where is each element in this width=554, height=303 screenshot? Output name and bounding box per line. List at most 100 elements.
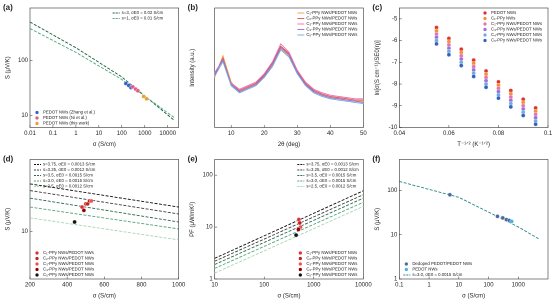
x-tick-label: 100 bbox=[259, 283, 270, 289]
data-point bbox=[459, 63, 464, 68]
legend-label: C₃-PPy NWs/PEDOT NWs bbox=[43, 261, 94, 266]
x-tick-label: 0.04 bbox=[393, 131, 405, 137]
x-tick-label: 10 bbox=[455, 283, 462, 289]
legend-label: C₁-PPy NWs/PEDOT NWs bbox=[43, 250, 94, 255]
legend-marker bbox=[298, 256, 302, 261]
y-tick-label: -5 bbox=[392, 16, 398, 22]
data-point bbox=[297, 220, 302, 226]
panel-label: (d) bbox=[3, 155, 14, 164]
legend-label: C₅-PPy NWs/PEDOT NWs bbox=[491, 38, 542, 43]
x-axis-label: 2θ (deg) bbox=[278, 142, 300, 148]
y-tick-label: -10 bbox=[389, 125, 398, 131]
x-tick-label: 400 bbox=[62, 283, 73, 289]
series-line bbox=[214, 43, 364, 100]
legend-label: C₂-PPy NWs/PEDOT NWs bbox=[491, 21, 542, 26]
y-tick-label: 10 bbox=[391, 232, 398, 238]
legend-label: C₃-PPy NWs/PEDOT NWs bbox=[306, 261, 357, 266]
legend-marker bbox=[35, 110, 39, 115]
legend-marker bbox=[404, 262, 408, 266]
data-point bbox=[135, 88, 141, 93]
panel-label: (e) bbox=[188, 155, 198, 164]
y-tick-label: -6 bbox=[392, 38, 398, 44]
series-line bbox=[29, 197, 179, 223]
x-tick-label: 10 bbox=[211, 283, 218, 289]
legend-label: C₁-PPy NWs/PEDOT NWs bbox=[306, 250, 357, 255]
panel-label: (b) bbox=[188, 3, 199, 12]
series-line bbox=[29, 28, 175, 119]
x-tick-label: 10000 bbox=[159, 131, 176, 137]
plot-frame bbox=[29, 7, 179, 128]
x-axis-label: σ (S/cm) bbox=[277, 294, 300, 300]
y-tick-label: 100 bbox=[387, 188, 398, 194]
y-tick-label: 10 bbox=[21, 229, 28, 235]
legend-label: PEDOT NWs (Ni et al.) bbox=[43, 115, 87, 120]
legend-label: s=3.0, σE0 = 0.0015 S/cm bbox=[43, 178, 93, 183]
data-point bbox=[72, 219, 77, 225]
legend-marker bbox=[35, 267, 39, 272]
data-point bbox=[144, 96, 149, 101]
legend-marker bbox=[483, 16, 487, 21]
legend-label: C₁-PPy NWs/PEDOT NWs bbox=[306, 10, 357, 15]
legend-label: C₅-PPy NWs/PEDOT NWs bbox=[43, 272, 94, 277]
y-axis-label: S (μV/K) bbox=[6, 208, 12, 231]
series-line bbox=[29, 190, 179, 215]
series-line bbox=[214, 197, 364, 265]
legend-label: s=3.5, σE0 = 0.0015 S/cm bbox=[306, 173, 356, 178]
data-point bbox=[81, 208, 87, 213]
series-line bbox=[214, 45, 364, 101]
legend-label: C₃-PPy NWs/PEDOT NWs bbox=[491, 27, 542, 32]
legend-marker bbox=[35, 256, 39, 261]
x-tick-label: 1 bbox=[427, 283, 431, 289]
x-tick-label: 10 bbox=[228, 131, 235, 137]
data-point bbox=[434, 41, 439, 46]
data-point bbox=[521, 113, 526, 118]
legend-label: C₂-PPy NWs/PEDOT NWs bbox=[306, 16, 357, 21]
x-tick-label: 0.08 bbox=[493, 131, 505, 137]
series-line bbox=[29, 206, 179, 230]
data-point bbox=[471, 74, 476, 79]
legend-label: C₂-PPy NWs/PEDOT NWs bbox=[306, 256, 357, 261]
legend-marker bbox=[35, 262, 39, 266]
legend-marker bbox=[298, 273, 302, 277]
y-tick-label: 1 bbox=[394, 277, 398, 283]
legend-marker bbox=[35, 121, 39, 126]
x-tick-label: 0.06 bbox=[443, 131, 455, 137]
legend-marker bbox=[35, 273, 39, 277]
y-tick-label: 1 bbox=[209, 277, 213, 283]
data-point bbox=[509, 219, 514, 224]
series-line bbox=[29, 217, 179, 241]
x-tick-label: 10 bbox=[96, 131, 103, 137]
x-axis-label: σ (S/cm) bbox=[462, 294, 485, 300]
data-point bbox=[447, 192, 452, 197]
legend-marker bbox=[404, 267, 408, 272]
x-tick-label: 800 bbox=[136, 283, 147, 289]
data-point bbox=[296, 227, 301, 232]
series-line bbox=[399, 180, 540, 240]
data-point bbox=[500, 215, 505, 221]
data-point bbox=[496, 96, 501, 101]
x-tick-label: 1 bbox=[74, 131, 78, 137]
x-tick-label: 50 bbox=[360, 131, 367, 137]
panel-label: (f) bbox=[372, 155, 380, 164]
series-line bbox=[29, 21, 175, 121]
legend-label: C₄-PPy NWs/PEDOT NWs bbox=[491, 32, 542, 37]
series-line bbox=[214, 190, 364, 259]
legend-label: C₁-PPy NWs bbox=[491, 16, 515, 21]
legend-marker bbox=[298, 251, 302, 255]
y-tick-label: -7 bbox=[392, 60, 398, 66]
x-tick-label: 20 bbox=[261, 131, 268, 137]
data-point bbox=[483, 85, 489, 90]
y-tick-label: 10 bbox=[206, 225, 213, 231]
legend-label: PEDOT NWs (this work) bbox=[43, 121, 90, 126]
legend-marker bbox=[35, 251, 39, 255]
y-tick-label: 100 bbox=[203, 173, 214, 179]
legend-label: s=2.5, σE0 = 0.0012 S/cm bbox=[306, 184, 356, 189]
data-point bbox=[508, 104, 513, 110]
plot-frame bbox=[399, 7, 549, 128]
legend-label: C₄-PPy NWs/PEDOT NWs bbox=[43, 267, 94, 272]
y-axis-label: PF (μW/mK²) bbox=[190, 202, 196, 237]
x-tick-label: 0.1 bbox=[395, 283, 404, 289]
x-tick-label: 1000 bbox=[307, 283, 321, 289]
x-tick-label: 1000 bbox=[138, 131, 152, 137]
x-tick-label: 30 bbox=[294, 131, 301, 137]
